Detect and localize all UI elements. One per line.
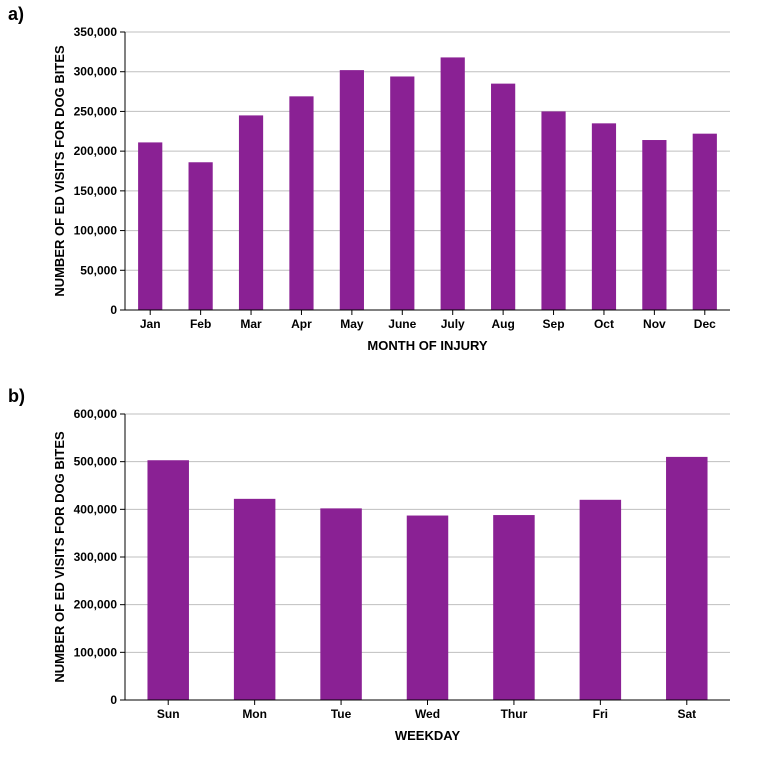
panel-b-bar xyxy=(580,500,621,700)
panel-a-bar xyxy=(592,123,616,310)
panel-a-svg: 0 50,000 100,000 150,000 200,000 250,000 300,0… xyxy=(50,10,750,370)
panel-a-y-axis-title: NUMBER OF ED VISITS FOR DOG BITES xyxy=(52,45,67,297)
panel-a-ytick-label: 200,000 xyxy=(74,144,118,158)
panel-b-ytick-label: 600,000 xyxy=(74,407,118,421)
panel-a-xtick-label: Nov xyxy=(643,317,666,331)
panel-a-ytick-label: 150,000 xyxy=(74,184,118,198)
panel-b-bar xyxy=(493,515,534,700)
panel-a-ytick-label: 300,000 xyxy=(74,65,118,79)
panel-b-xtick-label: Mon xyxy=(242,707,267,721)
panel-b-y-axis-title: NUMBER OF ED VISITS FOR DOG BITES xyxy=(52,431,67,683)
panel-a-xtick-label: May xyxy=(340,317,364,331)
panel-a-bar xyxy=(441,57,465,310)
panel-b-svg: 0 100,000 200,000 300,000 400,000 500,000 600,… xyxy=(50,392,750,767)
panel-b-bar xyxy=(666,457,707,700)
panel-a-bar xyxy=(642,140,666,310)
panel-a-bar xyxy=(541,111,565,310)
panel-b-ytick-label: 100,000 xyxy=(74,645,118,659)
panel-a-bar xyxy=(491,84,515,310)
panel-a-ytick-label: 50,000 xyxy=(80,263,117,277)
panel-a-bar xyxy=(390,76,414,310)
panel-b-bar xyxy=(147,460,188,700)
panel-a-ytick-label: 0 xyxy=(110,303,117,317)
panel-a-xtick-label: Aug xyxy=(491,317,514,331)
panel-a-ytick-label: 250,000 xyxy=(74,104,118,118)
panel-b-ytick-label: 500,000 xyxy=(74,455,118,469)
panel-a-xtick-label: Oct xyxy=(594,317,614,331)
panel-b-ytick-label: 0 xyxy=(110,693,117,707)
panel-b-xtick-label: Sat xyxy=(677,707,696,721)
panel-a-label: a) xyxy=(8,4,24,25)
panel-a-bar xyxy=(340,70,364,310)
panel-b-xtick-label: Wed xyxy=(415,707,440,721)
panel-b-chart: 0 100,000 200,000 300,000 400,000 500,000 600,… xyxy=(50,392,750,767)
panel-a-xtick-label: Dec xyxy=(694,317,716,331)
panel-a-bar xyxy=(239,115,263,310)
panel-b-ytick-label: 200,000 xyxy=(74,598,118,612)
panel-a-xtick-label: Jan xyxy=(140,317,161,331)
panel-b-xtick-label: Tue xyxy=(331,707,352,721)
panel-a-xtick-label: Apr xyxy=(291,317,312,331)
panel-a-xtick-label: July xyxy=(441,317,465,331)
panel-a-xtick-label: June xyxy=(388,317,416,331)
panel-a-ytick-label: 100,000 xyxy=(74,224,118,238)
panel-b-x-axis-title: WEEKDAY xyxy=(395,728,461,743)
panel-a-xtick-label: Feb xyxy=(190,317,211,331)
panel-b-ytick-label: 400,000 xyxy=(74,502,118,516)
panel-a-bar xyxy=(289,96,313,310)
panel-b-bar xyxy=(234,499,275,700)
panel-a-x-axis-title: MONTH OF INJURY xyxy=(367,338,487,353)
panel-a-ytick-label: 350,000 xyxy=(74,25,118,39)
panel-a-xtick-label: Mar xyxy=(240,317,262,331)
panel-a-bar xyxy=(189,162,213,310)
panel-b-ytick-label: 300,000 xyxy=(74,550,118,564)
panel-b-xtick-label: Sun xyxy=(157,707,180,721)
panel-b-xtick-label: Fri xyxy=(593,707,608,721)
panel-a-plot-bg xyxy=(125,32,730,310)
panel-b-bar xyxy=(407,516,448,700)
panel-b-label: b) xyxy=(8,386,25,407)
panel-a-chart: 0 50,000 100,000 150,000 200,000 250,000 300,0… xyxy=(50,10,750,370)
panel-a-bar xyxy=(138,142,162,310)
panel-b-bar xyxy=(320,508,361,700)
panel-b-xtick-label: Thur xyxy=(501,707,528,721)
panel-a-bar xyxy=(693,134,717,310)
panel-a-xtick-label: Sep xyxy=(543,317,565,331)
